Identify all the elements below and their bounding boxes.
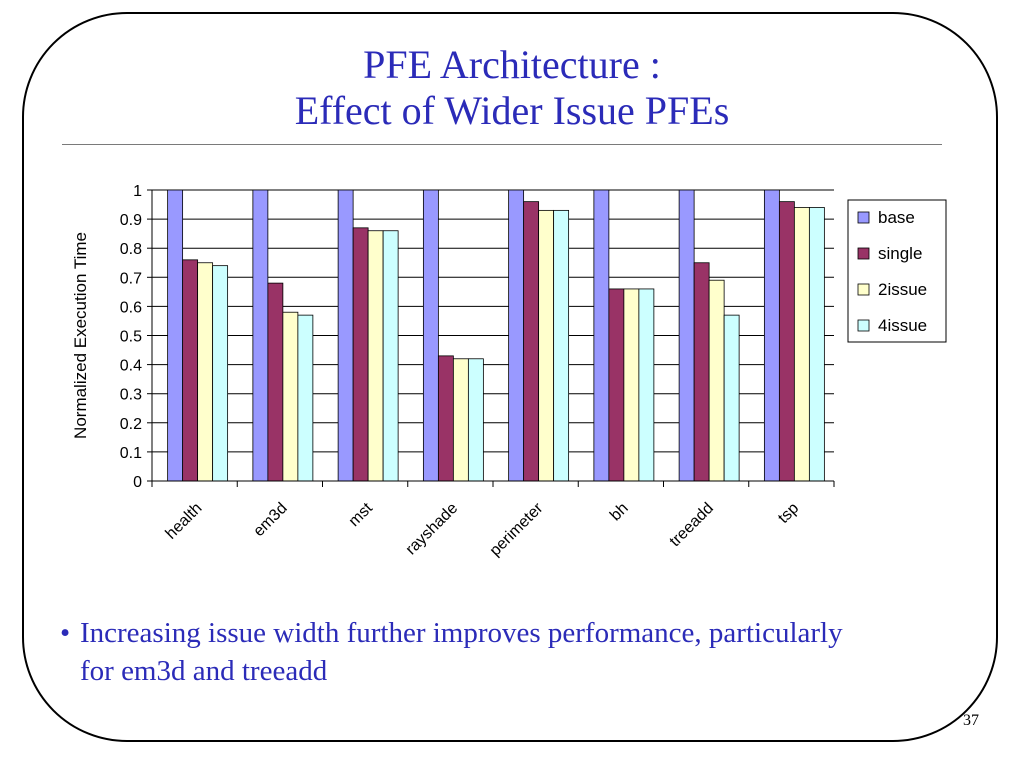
slide-frame [22, 12, 998, 742]
x-tick-label: tsp [775, 500, 802, 527]
title-divider [62, 144, 942, 145]
y-tick-label: 0.6 [120, 299, 142, 316]
bar-4issue-treeadd [723, 314, 740, 482]
bar-2issue-mst [367, 230, 384, 482]
bar-base-bh [593, 189, 610, 482]
bar-4issue-tsp [808, 207, 825, 482]
page-number: 37 [963, 712, 979, 729]
bar-2issue-rayshade [452, 358, 469, 482]
bar-2issue-health [197, 262, 214, 482]
legend-swatch-2issue [857, 283, 870, 296]
bar-base-mst [337, 189, 354, 482]
bar-4issue-mst [382, 230, 399, 482]
x-tick-label: perimeter [487, 499, 547, 559]
bar-2issue-bh [623, 288, 640, 482]
bar-2issue-tsp [793, 207, 810, 482]
bar-base-rayshade [422, 189, 439, 482]
x-tick-label: rayshade [403, 500, 462, 559]
bar-single-perimeter [523, 201, 540, 482]
legend-label-single: single [878, 244, 922, 263]
x-tick-label: health [163, 500, 206, 543]
bar-2issue-em3d [282, 311, 299, 482]
bar-4issue-em3d [297, 314, 314, 482]
bar-single-tsp [778, 201, 795, 482]
bar-single-em3d [267, 282, 284, 482]
bar-single-treeadd [693, 262, 710, 482]
title-line-1: PFE Architecture : [363, 42, 661, 87]
y-tick-label: 0.5 [120, 329, 142, 346]
y-tick-label: 0.1 [120, 445, 142, 462]
bar-4issue-perimeter [553, 209, 570, 482]
x-tick-label: em3d [250, 500, 290, 540]
bar-single-rayshade [437, 355, 454, 482]
bar-base-health [167, 189, 184, 482]
x-tick-label: bh [607, 500, 632, 525]
bar-single-health [182, 259, 199, 482]
legend-swatch-base [857, 211, 870, 224]
legend-box [847, 199, 947, 343]
bar-single-mst [352, 227, 369, 482]
bar-base-treeadd [678, 189, 695, 482]
legend-label-2issue: 2issue [878, 280, 927, 299]
y-tick-label: 0.3 [120, 387, 142, 404]
bar-4issue-rayshade [467, 358, 484, 482]
y-tick-label: 1 [133, 183, 142, 200]
bullet-point: • Increasing issue width further improves… [60, 614, 1000, 690]
legend-label-4issue: 4issue [878, 316, 927, 335]
y-tick-label: 0.2 [120, 416, 142, 433]
bar-single-bh [608, 288, 625, 482]
y-tick-label: 0 [133, 474, 142, 491]
legend-label-base: base [878, 208, 915, 227]
bar-4issue-health [212, 265, 229, 482]
bullet-text-line-1: Increasing issue width further improves … [80, 617, 843, 649]
y-tick-label: 0.7 [120, 270, 142, 287]
y-tick-label: 0.4 [120, 358, 142, 375]
bullet-marker: • [60, 617, 71, 649]
title-line-2: Effect of Wider Issue PFEs [294, 88, 730, 133]
y-axis-title: Normalized Execution Time [71, 232, 90, 439]
bar-base-em3d [252, 189, 269, 482]
legend-swatch-single [857, 247, 870, 260]
x-tick-label: mst [346, 499, 377, 530]
y-tick-label: 0.9 [120, 212, 142, 229]
bar-base-tsp [763, 189, 780, 482]
legend-swatch-4issue [857, 319, 870, 332]
x-tick-label: treeadd [667, 500, 717, 550]
bar-2issue-perimeter [538, 209, 555, 482]
bar-base-perimeter [508, 189, 525, 482]
bar-2issue-treeadd [708, 279, 725, 482]
bar-4issue-bh [638, 288, 655, 482]
y-tick-label: 0.8 [120, 241, 142, 258]
bullet-text-line-2: for em3d and treeadd [80, 655, 328, 687]
slide-title: PFE Architecture : Effect of Wider Issue… [0, 42, 1024, 134]
